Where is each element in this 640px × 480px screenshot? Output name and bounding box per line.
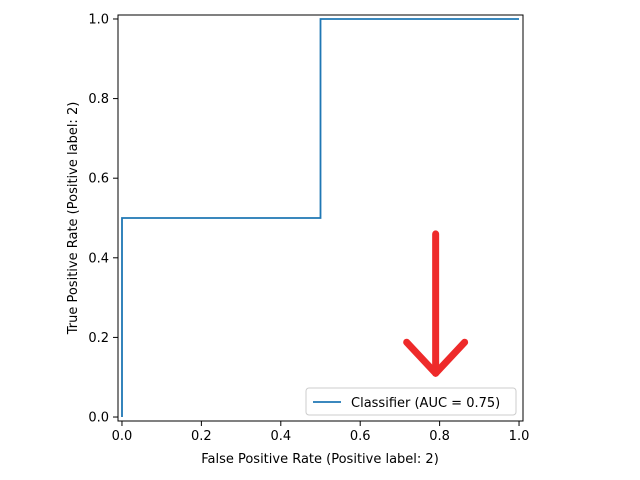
y-axis-ticks: 0.0 0.2 0.4 0.6 0.8 1.0 <box>88 12 118 426</box>
arrow-head-right <box>432 338 469 377</box>
x-axis-ticks: 0.0 0.2 0.4 0.6 0.8 1.0 <box>112 421 530 444</box>
y-tick-label: 1.0 <box>88 12 109 27</box>
legend-label: Classifier (AUC = 0.75) <box>351 396 500 411</box>
y-tick-label: 0.0 <box>88 411 109 426</box>
x-axis-label: False Positive Rate (Positive label: 2) <box>201 452 439 467</box>
series-layer <box>121 18 519 417</box>
x-tick-label: 0.6 <box>350 429 371 444</box>
x-tick-label: 1.0 <box>509 429 530 444</box>
y-axis-label: True Positive Rate (Positive label: 2) <box>66 102 81 336</box>
annotation-layer <box>403 230 469 377</box>
y-tick-label: 0.8 <box>88 92 109 107</box>
y-tick-label: 0.6 <box>88 172 109 187</box>
x-tick-label: 0.2 <box>191 429 212 444</box>
x-tick-label: 0.4 <box>270 429 291 444</box>
arrow-head-left <box>403 338 440 377</box>
y-tick-label: 0.2 <box>88 331 109 346</box>
red-arrow-annotation <box>403 230 469 377</box>
legend-box <box>305 387 517 416</box>
plot-frame <box>117 14 524 422</box>
legend: Classifier (AUC = 0.75) <box>305 387 517 416</box>
roc-curve-line <box>121 18 519 417</box>
x-tick-label: 0.0 <box>112 429 133 444</box>
y-tick-label: 0.4 <box>88 251 109 266</box>
x-tick-label: 0.8 <box>429 429 450 444</box>
